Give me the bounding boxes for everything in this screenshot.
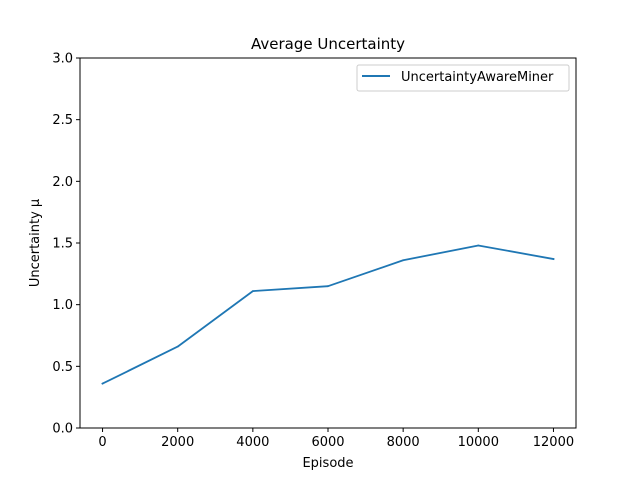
series-layer: [101, 244, 555, 385]
y-axis-ticks: 0.0 0.5 1.0 1.5 2.0 2.5 3.0: [52, 52, 80, 437]
legend: UncertaintyAwareMiner: [356, 64, 570, 92]
y-tick-label: 2.0: [52, 175, 73, 190]
chart-title: Average Uncertainty: [251, 35, 405, 53]
x-tick-label: 0: [98, 435, 106, 450]
legend-label: UncertaintyAwareMiner: [401, 70, 554, 85]
y-axis-label: Uncertainty μ: [28, 199, 43, 287]
x-tick-label: 10000: [458, 435, 499, 450]
x-tick-label: 2000: [161, 435, 194, 450]
x-tick-label: 6000: [311, 435, 344, 450]
y-tick-label: 0.0: [52, 422, 73, 437]
x-axis-label: Episode: [302, 456, 353, 471]
y-tick-label: 2.5: [52, 113, 73, 128]
y-tick-label: 0.5: [52, 360, 73, 375]
y-tick-label: 3.0: [52, 52, 73, 67]
x-tick-label: 12000: [533, 435, 574, 450]
plot-area: [80, 58, 576, 428]
x-axis-ticks: 0 2000 4000 6000 8000 10000 12000: [98, 428, 574, 450]
data-point: [477, 244, 480, 247]
data-point: [251, 290, 254, 292]
y-tick-label: 1.0: [52, 298, 73, 313]
data-point: [327, 285, 329, 288]
data-point: [176, 345, 179, 348]
x-tick-label: 8000: [387, 435, 420, 450]
y-tick-label: 1.5: [52, 237, 73, 252]
x-tick-label: 4000: [236, 435, 269, 450]
data-point: [101, 382, 104, 385]
data-point: [552, 258, 555, 260]
data-point: [402, 259, 405, 262]
legend-box: [356, 64, 570, 92]
